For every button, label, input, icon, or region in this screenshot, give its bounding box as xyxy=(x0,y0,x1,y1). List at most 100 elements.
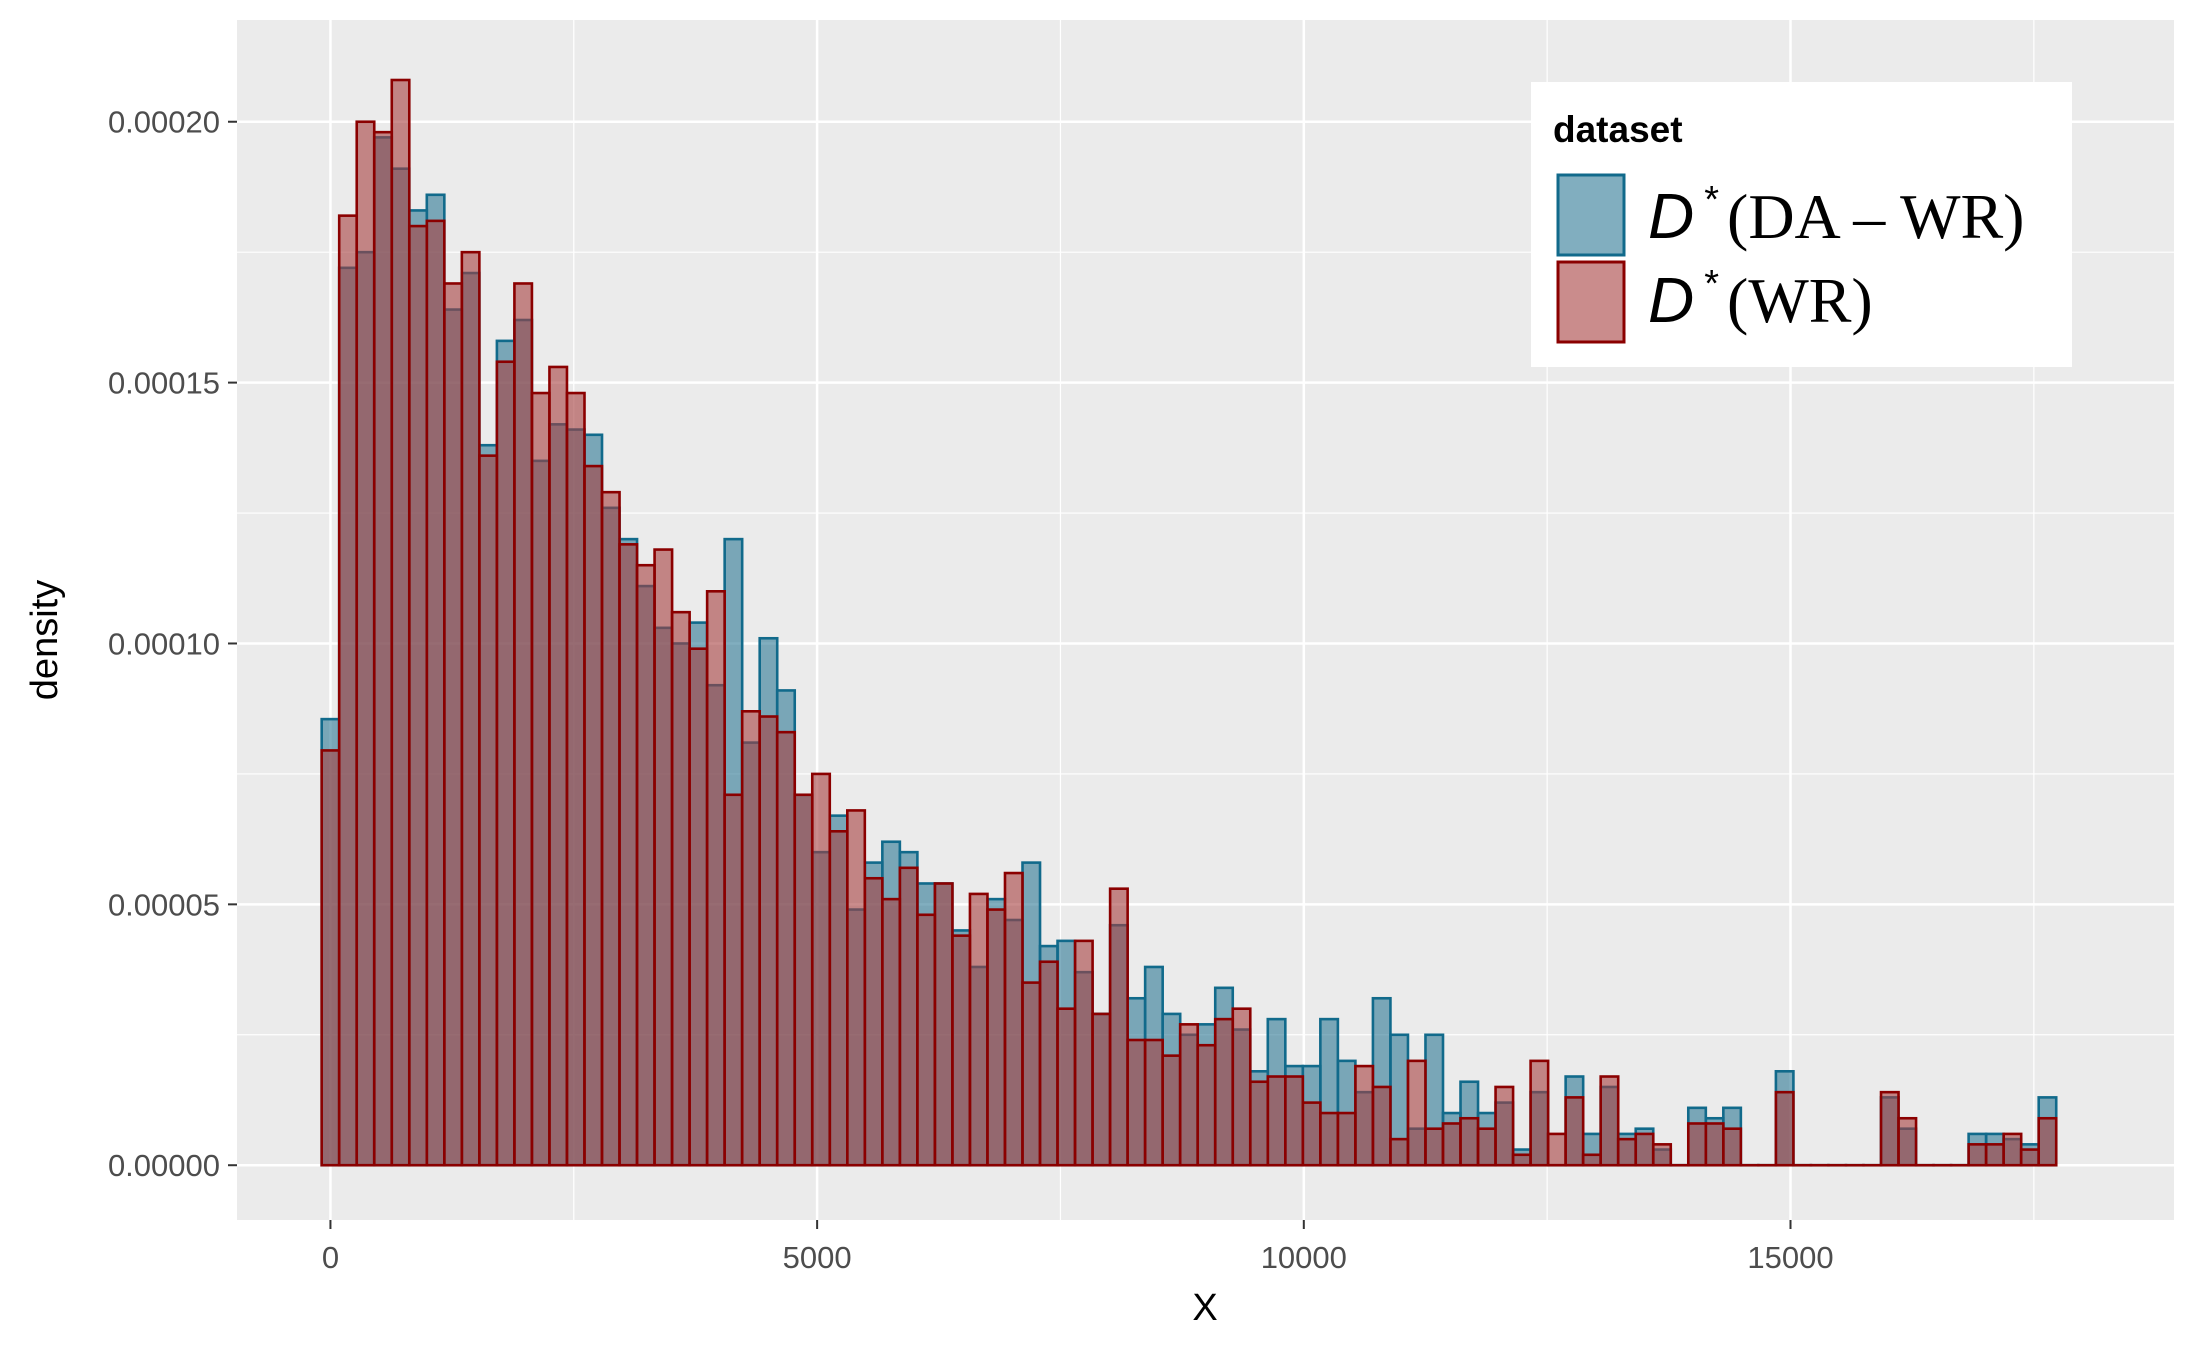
legend: dataset D * (DA – WR) D * (WR) xyxy=(1531,82,2072,367)
bar-wr xyxy=(320,749,341,1167)
bar-wr xyxy=(530,391,551,1167)
bar-wr xyxy=(1213,1017,1235,1167)
bar-wr xyxy=(881,897,902,1167)
bar-wr xyxy=(968,892,989,1167)
bar-wr xyxy=(478,454,499,1167)
bar-wr xyxy=(1459,1116,1480,1167)
bar-wr xyxy=(1546,1132,1567,1167)
y-tick-label: 0.00020 xyxy=(108,105,220,140)
bar-wr xyxy=(898,866,919,1167)
bar-wr xyxy=(372,130,394,1167)
bar-wr xyxy=(1967,1143,1988,1167)
bar-wr xyxy=(1494,1085,1515,1167)
x-tick-label: 0 xyxy=(322,1240,339,1275)
x-axis: 0 5000 10000 15000 xyxy=(322,1220,1834,1275)
legend-label-da-wr: D * (DA – WR) xyxy=(1648,179,2024,252)
bar-wr xyxy=(1634,1132,1655,1167)
legend-title: dataset xyxy=(1553,109,1683,150)
bar-wr xyxy=(460,250,481,1167)
bar-wr xyxy=(793,793,814,1167)
bar-wr xyxy=(600,490,621,1167)
bar-wr xyxy=(2019,1148,2041,1167)
bar-wr xyxy=(513,282,534,1167)
x-tick-label: 15000 xyxy=(1747,1240,1833,1275)
bar-wr xyxy=(390,78,411,1167)
bar-wr xyxy=(670,610,691,1167)
x-axis-title: X xyxy=(1192,1287,1217,1329)
bar-wr xyxy=(1073,939,1094,1167)
bar-wr xyxy=(775,730,797,1167)
bar-wr xyxy=(653,548,674,1167)
legend-label-wr: D * (WR) xyxy=(1648,263,1873,336)
bar-wr xyxy=(1301,1101,1322,1167)
x-tick-label: 10000 xyxy=(1261,1240,1347,1275)
y-axis-title: density xyxy=(24,580,66,700)
bar-wr xyxy=(1599,1075,1620,1167)
bar-wr xyxy=(583,464,604,1167)
bar-wr xyxy=(1722,1127,1743,1167)
bar-wr xyxy=(1178,1023,1200,1167)
bar-wr xyxy=(425,219,446,1167)
bar-wr xyxy=(1266,1075,1287,1167)
bar-wr xyxy=(1038,960,1059,1167)
bar-wr xyxy=(916,913,937,1167)
bar-wr xyxy=(1774,1090,1795,1167)
bar-wr xyxy=(565,391,586,1167)
bar-wr xyxy=(810,772,832,1167)
bar-wr xyxy=(828,830,849,1167)
bar-wr xyxy=(635,563,656,1167)
legend-key-da-wr xyxy=(1556,173,1626,257)
bar-wr xyxy=(1651,1143,1673,1167)
bar-wr xyxy=(1389,1137,1410,1167)
bar-wr xyxy=(1879,1090,1900,1167)
bar-wr xyxy=(1354,1064,1375,1167)
y-axis: 0.00000 0.00005 0.00010 0.00015 0.00020 xyxy=(108,105,237,1183)
bar-wr xyxy=(1284,1075,1305,1167)
histogram-bars xyxy=(320,78,2058,1167)
bar-wr xyxy=(951,934,972,1167)
bar-wr xyxy=(1336,1111,1357,1167)
bar-wr xyxy=(1424,1127,1445,1167)
bar-wr xyxy=(933,882,954,1167)
bar-wr xyxy=(1704,1122,1725,1167)
bar-wr xyxy=(355,120,376,1167)
bar-wr xyxy=(1319,1111,1340,1167)
bar-wr xyxy=(1406,1059,1427,1167)
bar-wr xyxy=(548,365,569,1167)
legend-key-wr xyxy=(1556,260,1626,344)
y-tick-label: 0.00015 xyxy=(108,366,220,401)
bar-wr xyxy=(1143,1038,1164,1167)
bar-wr xyxy=(1564,1096,1585,1167)
bar-wr xyxy=(1108,887,1129,1167)
bar-wr xyxy=(1511,1153,1532,1167)
bar-wr xyxy=(1371,1085,1392,1167)
bar-wr xyxy=(688,647,709,1167)
bar-wr xyxy=(1616,1137,1638,1167)
bar-wr xyxy=(863,876,884,1167)
bar-wr xyxy=(618,543,639,1167)
bar-wr xyxy=(1056,1007,1077,1167)
bar-wr xyxy=(2037,1116,2058,1167)
bar-wr xyxy=(1196,1043,1217,1167)
bar-wr xyxy=(1126,1038,1147,1167)
bar-wr xyxy=(740,710,761,1167)
bar-wr xyxy=(1686,1122,1708,1167)
bar-wr xyxy=(758,715,779,1167)
bar-wr xyxy=(986,908,1007,1167)
bar-wr xyxy=(1984,1143,2005,1167)
bar-wr xyxy=(407,224,429,1167)
bar-wr xyxy=(337,214,359,1167)
y-tick-label: 0.00005 xyxy=(108,887,220,922)
bar-wr xyxy=(1897,1116,1918,1167)
bar-wr xyxy=(495,360,516,1167)
bar-wr xyxy=(1441,1122,1462,1167)
bar-wr xyxy=(1581,1153,1602,1167)
bar-wr xyxy=(1091,1012,1112,1167)
bar-wr xyxy=(1231,1007,1252,1167)
x-tick-label: 5000 xyxy=(783,1240,852,1275)
bar-wr xyxy=(1161,1054,1182,1167)
bar-wr xyxy=(1003,871,1024,1167)
y-tick-label: 0.00000 xyxy=(108,1148,220,1183)
bar-wr xyxy=(1021,981,1042,1167)
